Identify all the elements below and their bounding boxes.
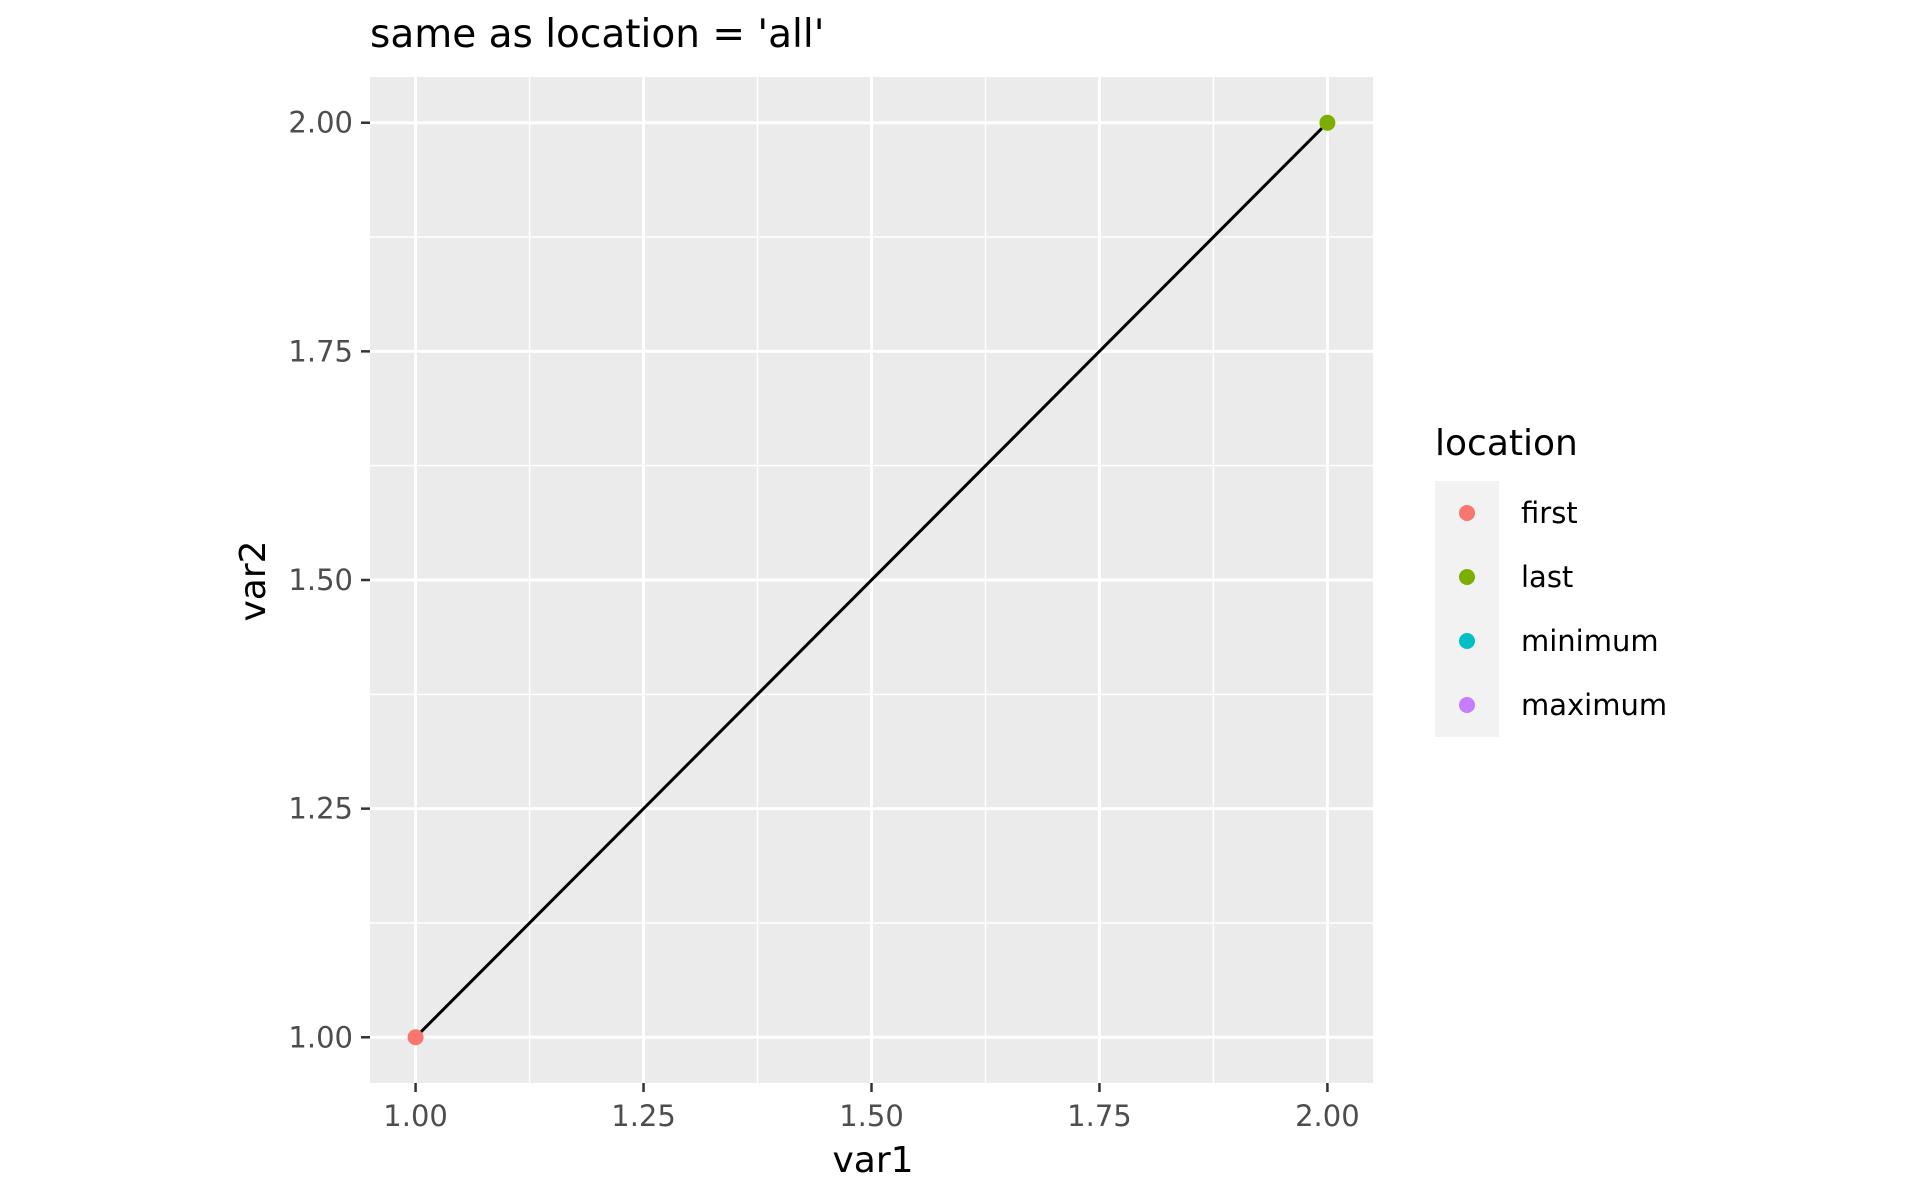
axes: 1.00 1.25 1.50 1.75 2.00 1.00 1.25 1.50 1.75 2.00 <box>288 106 1359 1133</box>
x-tick-label: 1.50 <box>839 1099 904 1133</box>
x-tick-label: 2.00 <box>1295 1099 1360 1133</box>
legend-key-last <box>1459 569 1475 585</box>
y-tick-label: 2.00 <box>288 106 353 140</box>
legend-label-last: last <box>1521 560 1573 594</box>
plot-title: same as location = 'all' <box>370 12 824 57</box>
legend: location first last minimum maximum <box>1435 423 1667 737</box>
series-line <box>414 121 1329 1039</box>
x-tick-label: 1.25 <box>611 1099 676 1133</box>
y-tick-label: 1.50 <box>288 563 353 597</box>
y-tick-label: 1.25 <box>288 792 353 826</box>
x-tick-label: 1.75 <box>1067 1099 1132 1133</box>
legend-entries: first last minimum maximum <box>1435 481 1667 737</box>
data-point-first <box>407 1029 424 1046</box>
legend-label-first: first <box>1521 496 1578 530</box>
plot-panel <box>370 77 1373 1083</box>
legend-label-minimum: minimum <box>1521 624 1659 658</box>
legend-label-maximum: maximum <box>1521 688 1667 722</box>
legend-key-minimum <box>1459 633 1475 649</box>
x-axis-title: var1 <box>832 1140 913 1181</box>
y-tick-label: 1.75 <box>288 334 353 368</box>
data-point-last <box>1319 114 1336 131</box>
legend-key-first <box>1459 505 1475 521</box>
y-axis-title: var2 <box>233 540 274 621</box>
legend-key-maximum <box>1459 697 1475 713</box>
legend-title: location <box>1435 423 1578 464</box>
y-tick-label: 1.00 <box>288 1020 353 1054</box>
x-tick-label: 1.00 <box>383 1099 448 1133</box>
